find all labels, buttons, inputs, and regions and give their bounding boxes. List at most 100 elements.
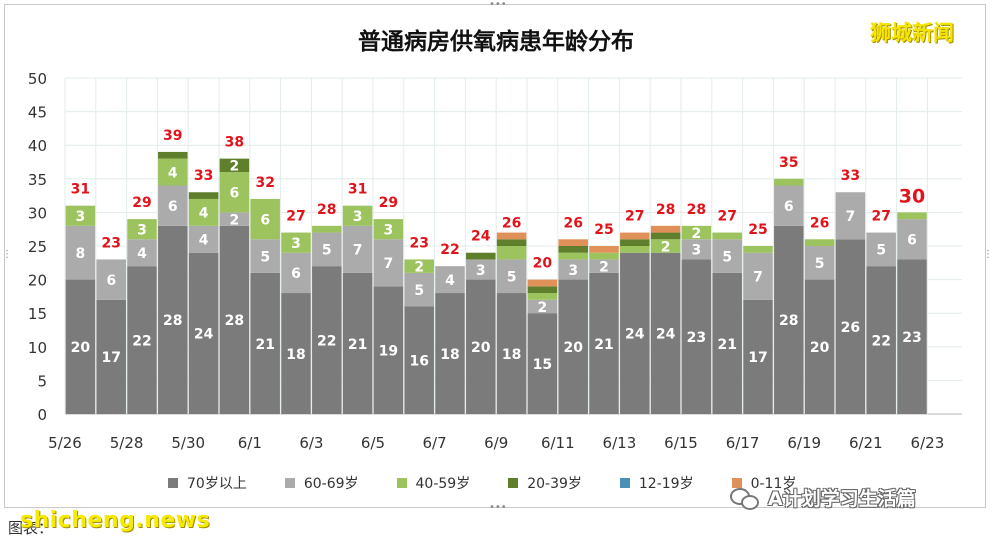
y-tick-label: 15	[28, 305, 47, 323]
bar-segment	[558, 246, 588, 253]
segment-value-label: 5	[876, 243, 886, 259]
bar-segment	[373, 286, 404, 414]
segment-value-label: 20	[563, 340, 583, 356]
resize-handle-bottom[interactable]: •••	[489, 502, 507, 513]
y-tick-label: 30	[28, 204, 47, 222]
y-tick-label: 50	[28, 70, 47, 88]
bar-segment	[466, 252, 496, 260]
x-tick-label: 6/3	[299, 434, 323, 452]
bar-segment	[342, 225, 373, 273]
bar-segment	[404, 272, 434, 307]
chart-frame	[4, 4, 986, 508]
bar-segment	[712, 272, 742, 414]
bar-segment	[620, 246, 650, 253]
total-value-label: 23	[409, 235, 428, 251]
resize-handle-top[interactable]: •••	[489, 0, 507, 10]
bar-segment	[127, 266, 157, 414]
segment-value-label: 2	[230, 212, 240, 228]
bar-segment	[897, 259, 927, 414]
segment-value-label: 17	[748, 350, 767, 366]
bar-segment	[466, 279, 496, 414]
bar-segment	[712, 232, 742, 240]
segment-value-label: 28	[225, 313, 244, 329]
legend-swatch	[168, 478, 178, 488]
resize-handle-right[interactable]: ⋮	[983, 249, 992, 260]
total-value-label: 24	[471, 229, 491, 245]
bar-segment	[804, 246, 835, 280]
total-value-label: 28	[317, 202, 336, 218]
bar-segment	[496, 239, 527, 246]
legend-item: 40-59岁	[396, 473, 470, 493]
segment-value-label: 3	[568, 263, 578, 279]
segment-value-label: 3	[76, 209, 86, 225]
bar-segment	[589, 272, 619, 414]
segment-value-label: 5	[815, 256, 825, 272]
brand-watermark: 狮城新闻	[870, 21, 954, 45]
bar-segment	[589, 252, 619, 260]
segment-value-label: 16	[409, 354, 428, 370]
segment-value-label: 5	[322, 243, 332, 259]
segment-value-label: 21	[255, 337, 274, 353]
segment-value-label: 2	[692, 226, 702, 242]
bar-segment	[219, 212, 250, 226]
legend-item: 0-11岁	[731, 473, 796, 493]
total-value-label: 27	[286, 209, 305, 225]
total-value-label: 28	[656, 202, 675, 218]
bar-segment	[158, 225, 188, 414]
x-tick-label: 6/13	[603, 434, 637, 452]
legend-swatch	[619, 478, 630, 488]
segment-value-label: 15	[533, 357, 552, 373]
bar-segment	[312, 266, 342, 414]
chart-legend: 70岁以上 60-69岁 40-59岁 20-39岁 12-19岁 0-11岁	[168, 473, 834, 493]
bar-segment	[127, 219, 157, 240]
y-tick-label: 45	[28, 104, 47, 122]
segment-value-label: 3	[291, 236, 301, 252]
bar-segment	[158, 185, 188, 226]
bar-segment	[250, 198, 280, 240]
bar-segment	[158, 158, 188, 186]
segment-value-label: 4	[199, 233, 209, 249]
segment-value-label: 8	[76, 246, 86, 262]
bar-segment	[373, 219, 404, 240]
segment-value-label: 7	[753, 270, 763, 286]
legend-swatch	[284, 478, 295, 488]
y-tick-label: 20	[28, 272, 47, 290]
chart-title: 普通病房供氧病患年龄分布	[358, 29, 634, 55]
total-value-label: 27	[871, 209, 890, 225]
segment-value-label: 21	[348, 337, 367, 353]
bar-segment	[219, 158, 250, 173]
bar-segment	[620, 252, 650, 414]
segment-value-label: 20	[71, 340, 91, 356]
legend-item: 60-69岁	[284, 473, 359, 493]
bar-segment	[620, 239, 650, 246]
total-value-label: 35	[779, 155, 798, 171]
bar-segment	[312, 225, 342, 233]
segment-value-label: 6	[260, 212, 270, 228]
bar-segment	[558, 252, 588, 260]
bar-segment	[804, 239, 835, 246]
segment-value-label: 7	[846, 209, 856, 225]
bar-segment	[188, 192, 219, 199]
bar-segment	[681, 259, 712, 414]
bar-segment	[589, 259, 619, 273]
segment-value-label: 26	[841, 320, 860, 336]
segment-value-label: 18	[286, 347, 305, 363]
segment-value-label: 7	[384, 256, 394, 272]
bar-segment	[96, 259, 126, 300]
segment-value-label: 23	[902, 330, 921, 346]
total-value-label: 22	[440, 242, 459, 258]
bar-segment	[835, 239, 866, 414]
bar-segment	[404, 259, 434, 273]
segment-value-label: 7	[353, 243, 363, 259]
bar-segment	[897, 219, 927, 260]
wechat-icon	[730, 486, 760, 510]
x-tick-label: 6/1	[238, 434, 262, 452]
total-value-label: 29	[379, 195, 398, 211]
x-tick-label: 6/19	[787, 434, 821, 452]
bar-segment	[342, 205, 373, 226]
bar-segment	[312, 232, 342, 267]
legend-item: 12-19岁	[619, 473, 694, 493]
bar-segment	[466, 259, 496, 280]
resize-handle-left[interactable]: ⋮	[2, 249, 12, 260]
